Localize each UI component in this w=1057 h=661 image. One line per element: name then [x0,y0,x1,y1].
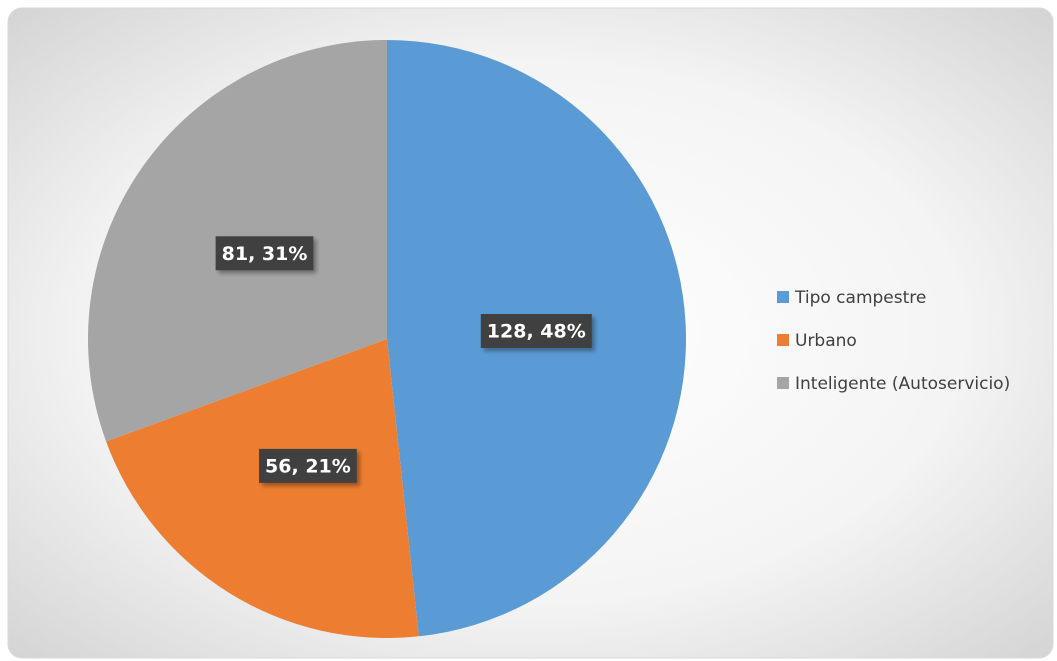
legend-label: Tipo campestre [794,288,926,308]
pie [88,40,687,638]
data-label-box [215,236,314,271]
legend-swatch [777,291,789,303]
legend: Tipo campestre Urbano Inteligente (Autoser… [777,288,1010,394]
data-label-group: 81, 31% [215,236,314,271]
data-label: 128, 48% [487,321,586,343]
data-label-group: 56, 21% [259,448,357,483]
legend-label: Inteligente (Autoservicio) [795,374,1010,394]
legend-label: Urbano [795,331,857,351]
data-label: 56, 21% [265,455,351,477]
data-label: 81, 31% [222,243,308,265]
data-label-box [259,448,357,483]
data-label-box [480,314,592,349]
legend-swatch [777,377,789,389]
pie-slice [106,339,419,638]
data-labels: 128, 48% 56, 21% 81, 31% [215,236,592,483]
data-label-group: 128, 48% [480,314,592,349]
legend-swatch [777,334,789,346]
